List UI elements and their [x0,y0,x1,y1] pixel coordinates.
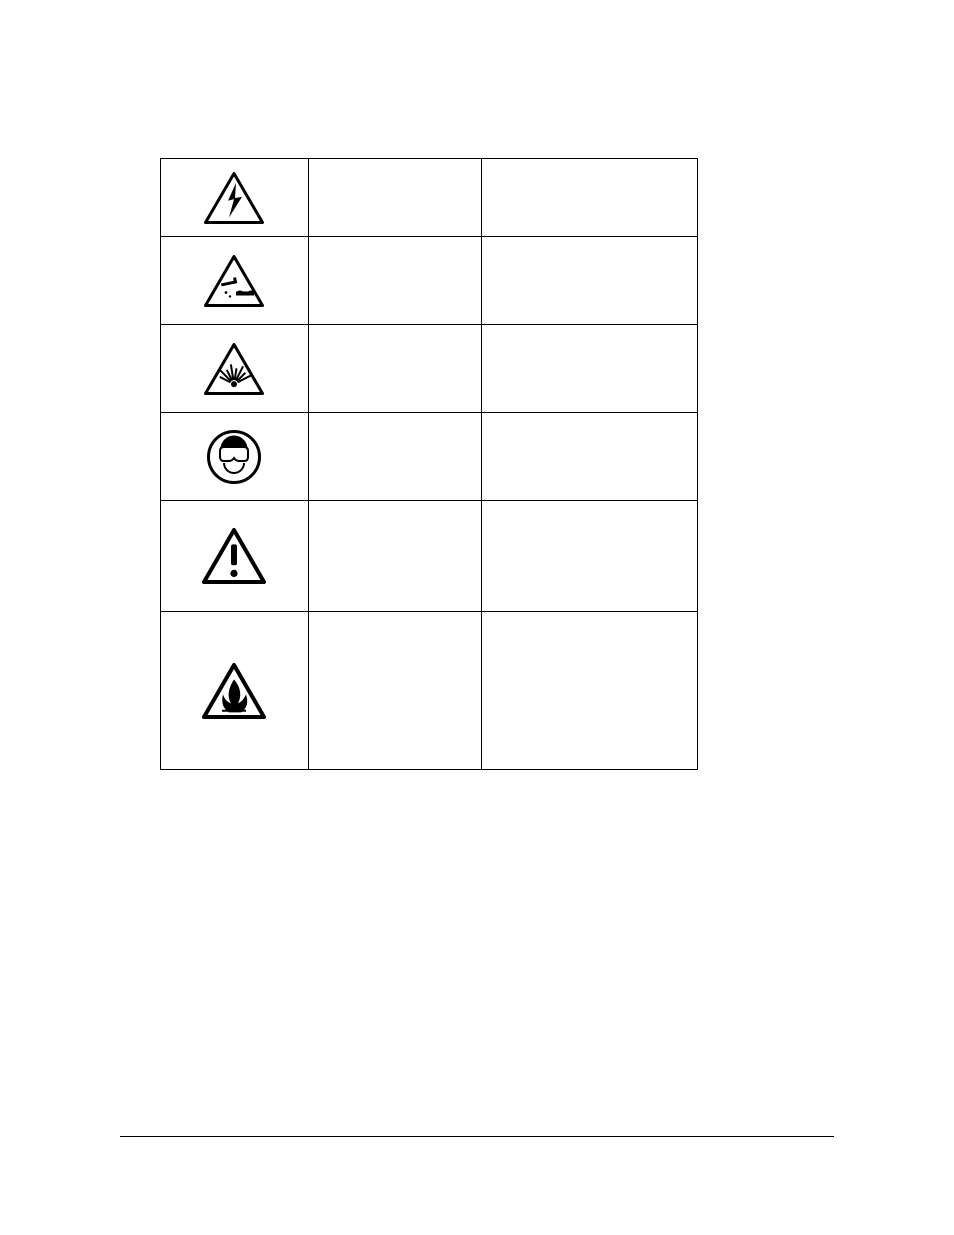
safety-symbols-table [160,158,698,770]
col2-cell [308,501,482,612]
symbol-cell [161,159,309,237]
explosion-icon [203,342,265,396]
page [0,0,954,1235]
table-row [161,237,698,325]
high-voltage-icon [203,171,265,225]
col3-cell [482,237,698,325]
eye-protection-icon [206,429,262,485]
col2-cell [308,237,482,325]
col3-cell [482,612,698,770]
col3-cell [482,159,698,237]
col3-cell [482,501,698,612]
symbol-cell [161,413,309,501]
symbol-cell [161,612,309,770]
col3-cell [482,413,698,501]
footer-horizontal-rule [120,1136,834,1137]
table-row [161,501,698,612]
table-row [161,612,698,770]
col2-cell [308,159,482,237]
col3-cell [482,325,698,413]
symbol-cell [161,325,309,413]
symbol-cell [161,501,309,612]
table-row [161,325,698,413]
symbol-cell [161,237,309,325]
general-warning-icon [201,527,267,585]
fire-hazard-icon [201,662,267,720]
table-row [161,159,698,237]
col2-cell [308,413,482,501]
col2-cell [308,325,482,413]
corrosive-icon [203,254,265,308]
col2-cell [308,612,482,770]
table-row [161,413,698,501]
